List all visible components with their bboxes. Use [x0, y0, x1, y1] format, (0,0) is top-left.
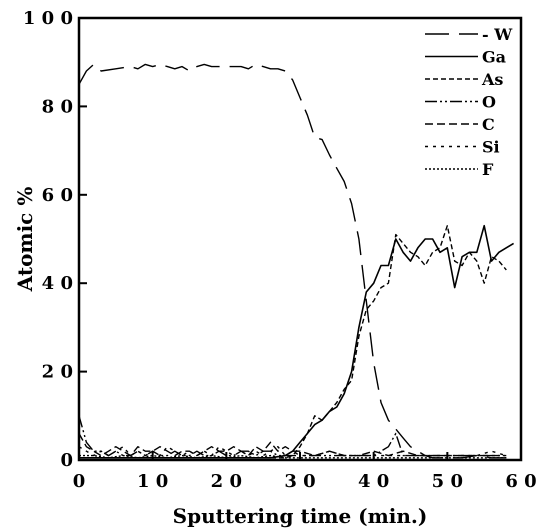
- plot-frame: [77, 16, 523, 462]
- y-tick-label: 6 0: [42, 185, 73, 206]
- x-tick-label: 6 0: [505, 471, 536, 492]
- x-tick-label: 2 0: [211, 471, 242, 492]
- series-line-o: [78, 415, 507, 457]
- x-axis-label: Sputtering time (min.): [173, 504, 428, 528]
- y-tick-label: 1 0 0: [23, 8, 73, 29]
- x-tick-label: 1 0: [137, 471, 168, 492]
- plot-lines: [78, 63, 515, 459]
- legend-label-w: - W: [482, 25, 513, 44]
- series-line-as: [79, 224, 507, 459]
- legend-label-f: F: [482, 160, 494, 179]
- y-tick-label: 0: [60, 450, 73, 471]
- legend: - W Ga As OC Si F: [425, 25, 513, 179]
- y-tick-label: 4 0: [42, 273, 73, 294]
- series-line-w: [78, 63, 507, 459]
- legend-label-ga: Ga: [482, 48, 506, 67]
- x-ticks: 0 1 0 2 0 3 0 4 0 5 0 6 0: [73, 452, 537, 492]
- x-tick-label: 4 0: [358, 471, 389, 492]
- series-line-c: [78, 433, 507, 457]
- y-axis-label: Atomic %: [13, 187, 37, 293]
- x-tick-label: 5 0: [432, 471, 463, 492]
- y-tick-label: 8 0: [42, 96, 73, 117]
- series-line-si: [78, 446, 507, 457]
- series-line-ga: [79, 224, 515, 459]
- legend-label-as: As: [481, 70, 503, 89]
- x-tick-label: 3 0: [284, 471, 315, 492]
- y-tick-label: 2 0: [42, 362, 73, 383]
- legend-label-o: O: [482, 93, 496, 112]
- y-ticks: 0 2 0 4 0 6 0 8 0 1 0 0: [23, 8, 87, 471]
- legend-label-si: Si: [482, 138, 500, 157]
- legend-label-c: C: [482, 115, 495, 134]
- x-tick-label: 0: [73, 471, 86, 492]
